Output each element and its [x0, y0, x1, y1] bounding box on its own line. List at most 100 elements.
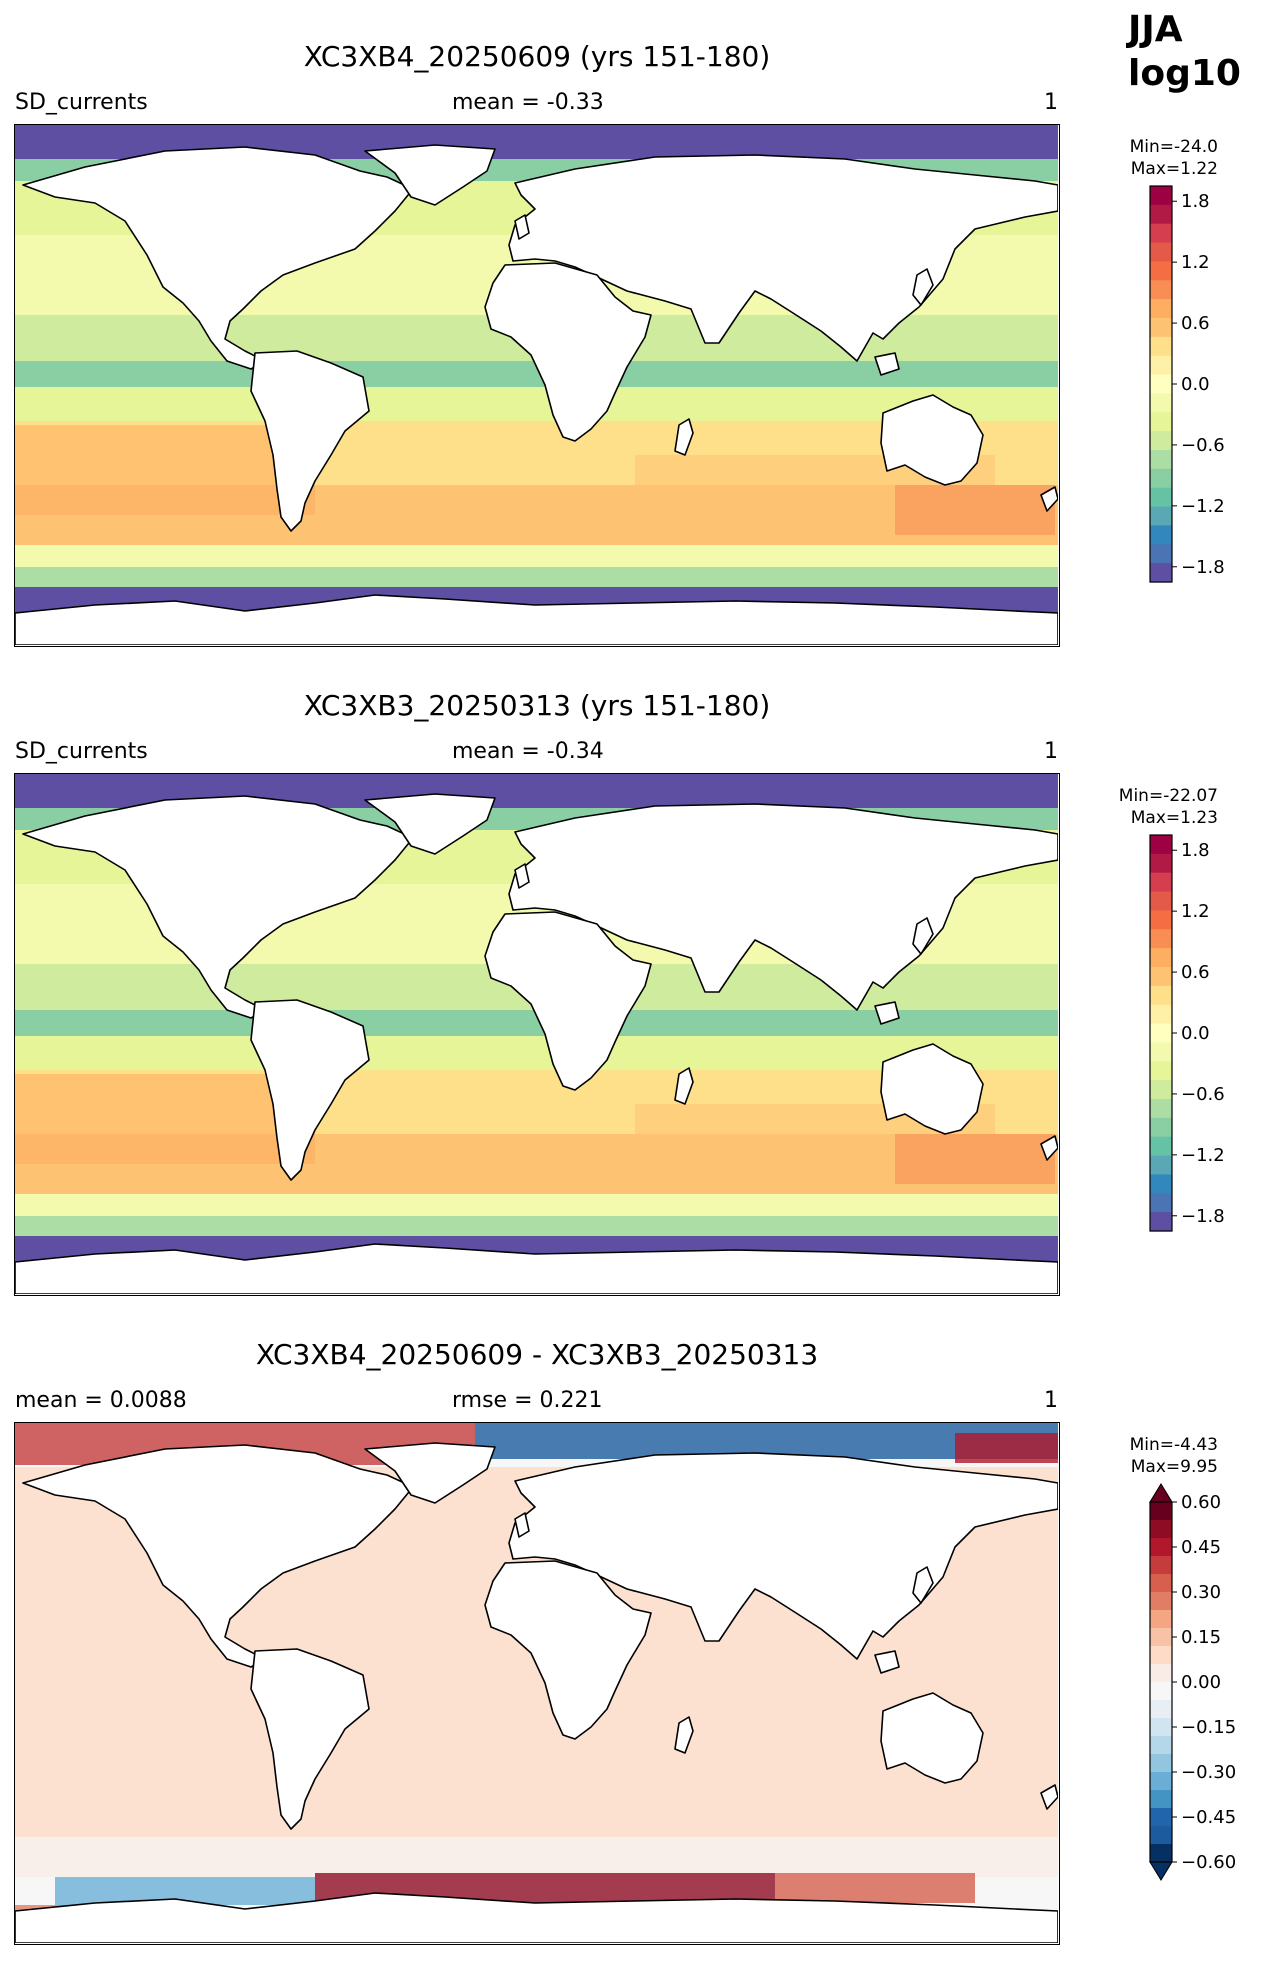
difference-patch: [775, 1873, 975, 1903]
africa-landmass: [484, 911, 652, 1091]
colorbar-segment: [1150, 1592, 1172, 1611]
scale-label: log10: [1128, 53, 1241, 94]
colorbar-segment: [1150, 1520, 1172, 1539]
japan-landmass: [912, 1566, 934, 1604]
colorbar-segment: [1150, 186, 1172, 206]
colorbar-segment: [1150, 374, 1172, 395]
africa-landmass: [484, 262, 652, 442]
colorbar-segment: [1150, 563, 1172, 583]
difference-patch: [15, 1837, 1058, 1877]
colorbar-segment: [1150, 318, 1172, 338]
colorbar-segment: [1150, 1808, 1172, 1827]
season-label: JJA: [1128, 9, 1183, 50]
colorbar-tick-label: −0.6: [1181, 1084, 1225, 1105]
min-max-text: Min=-24.0 Max=1.22: [1129, 137, 1218, 179]
colorbar-segment: [1150, 1610, 1172, 1629]
colorbar-segment: [1150, 1718, 1172, 1737]
units-label: 1: [1044, 739, 1058, 764]
colorbar-segment: [1150, 1023, 1172, 1044]
colorbar-segment: [1150, 1682, 1172, 1701]
mean-label: mean = -0.33: [452, 90, 604, 115]
eurasia-landmass: [508, 154, 1058, 362]
ocean-band: [15, 545, 1058, 567]
colorbar-tick-label: 0.00: [1181, 1672, 1221, 1693]
colorbar-segment: [1150, 1574, 1172, 1593]
britain-landmass: [514, 1512, 530, 1538]
antarctica-landmass: [15, 1243, 1058, 1294]
colorbar-segment: [1150, 1556, 1172, 1575]
colorbar-segment: [1150, 1628, 1172, 1647]
colorbar-segment: [1150, 1099, 1172, 1119]
ocean-band: [15, 1216, 1058, 1236]
colorbar: 1.8 1.2 0.6 0.0 −0.6 −1.2 −1.8: [1149, 834, 1270, 1232]
colorbar-segment: [1150, 948, 1172, 968]
panel-title: XC3XB4_20250609 (yrs 151-180): [303, 40, 771, 73]
colorbar-segment: [1150, 872, 1172, 893]
greenland-landmass: [364, 1442, 496, 1504]
colorbar-tick-label: 0.60: [1181, 1492, 1221, 1513]
colorbar-tick-label: −1.8: [1181, 557, 1225, 578]
madagascar-landmass: [674, 1067, 694, 1105]
greenland-landmass: [364, 793, 496, 855]
north-america-landmass: [22, 146, 414, 370]
min-max-text: Min=-22.07 Max=1.23: [1118, 786, 1218, 828]
antarctica-landmass: [15, 594, 1058, 645]
colorbar-tick-label: −0.45: [1181, 1807, 1236, 1828]
borneo-landmass: [874, 1650, 900, 1674]
australia-landmass: [880, 1692, 984, 1784]
units-label: 1: [1044, 90, 1058, 115]
colorbar-segment: [1150, 393, 1172, 413]
colorbar-extend-min: [1149, 1861, 1173, 1881]
colorbar-segment: [1150, 1080, 1172, 1100]
colorbar-segment: [1150, 1212, 1172, 1232]
units-label: 1: [1044, 1388, 1058, 1413]
colorbar-segment: [1150, 1754, 1172, 1773]
colorbar-tick-label: −0.15: [1181, 1717, 1236, 1738]
colorbar-tick-label: 0.0: [1181, 1023, 1210, 1044]
colorbar-segment: [1150, 967, 1172, 987]
colorbar-segment: [1150, 525, 1172, 545]
colorbar-segment: [1150, 204, 1172, 225]
map-panel: [14, 124, 1060, 647]
madagascar-landmass: [674, 418, 694, 456]
panel-title: XC3XB3_20250313 (yrs 151-180): [303, 689, 771, 722]
colorbar-segment: [1150, 336, 1172, 357]
north-america-landmass: [22, 1444, 414, 1668]
britain-landmass: [514, 214, 530, 240]
colorbar-segment: [1150, 1736, 1172, 1755]
ocean-hotspot: [895, 485, 1055, 535]
ocean-band: [15, 567, 1058, 587]
colorbar-segment: [1150, 1664, 1172, 1683]
colorbar-segment: [1150, 261, 1172, 281]
colorbar-segment: [1150, 412, 1172, 432]
colorbar-segment: [1150, 835, 1172, 855]
colorbar-segment: [1150, 1538, 1172, 1557]
borneo-landmass: [874, 352, 900, 376]
colorbar-tick-label: −1.2: [1181, 1145, 1225, 1166]
japan-landmass: [912, 268, 934, 306]
colorbar-segment: [1150, 1646, 1172, 1665]
south-america-landmass: [250, 350, 370, 532]
colorbar-tick-label: 1.2: [1181, 252, 1210, 273]
colorbar: 1.8 1.2 0.6 0.0 −0.6 −1.2 −1.8: [1149, 185, 1270, 583]
rmse-label: rmse = 0.221: [452, 1388, 603, 1413]
colorbar-tick-label: −0.60: [1181, 1852, 1236, 1873]
colorbar-tick-label: 1.2: [1181, 901, 1210, 922]
colorbar-segment: [1150, 1193, 1172, 1213]
colorbar-segment: [1150, 1117, 1172, 1138]
mean-label: mean = -0.34: [452, 739, 604, 764]
japan-landmass: [912, 917, 934, 955]
britain-landmass: [514, 863, 530, 889]
colorbar-segment: [1150, 910, 1172, 930]
difference-patch: [955, 1433, 1058, 1463]
ocean-hotspot: [15, 1074, 315, 1164]
ocean-hotspot: [15, 425, 315, 515]
madagascar-landmass: [674, 1716, 694, 1754]
colorbar-segment: [1150, 985, 1172, 1006]
new-zealand-landmass: [1040, 1784, 1058, 1810]
colorbar-segment: [1150, 929, 1172, 949]
colorbar-segment: [1150, 1700, 1172, 1719]
new-zealand-landmass: [1040, 486, 1058, 512]
colorbar-segment: [1150, 1155, 1172, 1176]
borneo-landmass: [874, 1001, 900, 1025]
